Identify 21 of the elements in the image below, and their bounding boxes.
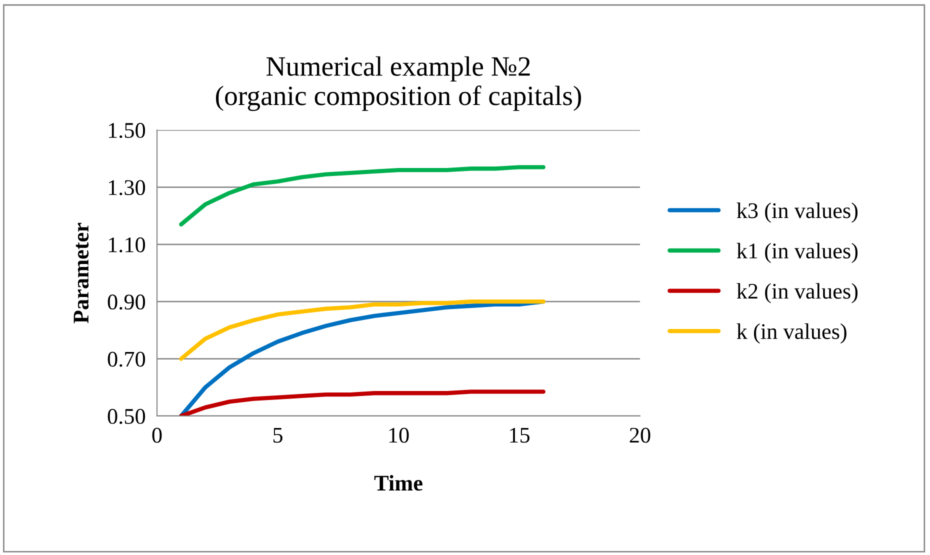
y-tick-label: 1.10 (108, 237, 146, 252)
legend-label: k (in values) (736, 323, 846, 344)
y-tick-label: 1.30 (108, 180, 146, 196)
x-tick-label: 20 (630, 428, 650, 443)
line-series (179, 300, 546, 361)
x-tick-label: 0 (152, 428, 162, 443)
y-tick-label: 1.50 (108, 122, 146, 138)
y-tick-label: 0.50 (108, 408, 146, 424)
legend-label: k2 (in values) (736, 283, 858, 304)
y-axis-title: Parameter (74, 222, 89, 324)
legend-label: k1 (in values) (736, 242, 858, 263)
x-tick-label: 5 (273, 428, 282, 443)
line-series (179, 390, 546, 416)
x-tick-label: 15 (510, 428, 530, 443)
x-tick-label: 10 (389, 428, 409, 443)
y-tick-label: 0.70 (108, 352, 146, 367)
chart-title: Numerical example №2 (organic composition of capitals) (216, 56, 582, 111)
line-series (179, 165, 546, 226)
legend-label: k3 (in values) (736, 202, 858, 223)
x-axis-title: Time (374, 475, 422, 491)
y-tick-label: 0.90 (108, 294, 146, 310)
